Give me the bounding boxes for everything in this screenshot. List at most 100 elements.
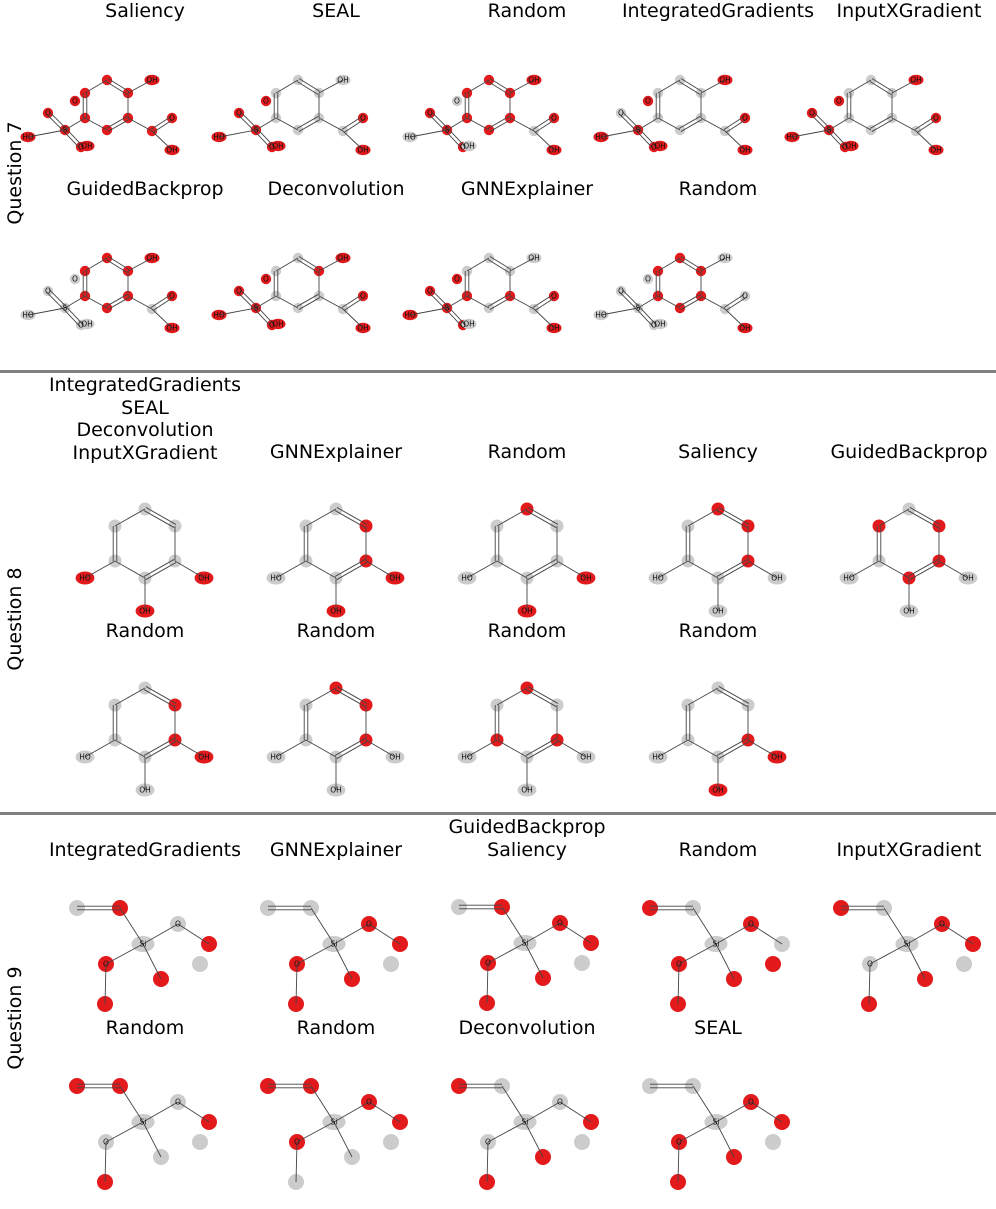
bond-line bbox=[871, 118, 894, 132]
bond-line bbox=[105, 80, 128, 95]
bond-line bbox=[487, 115, 510, 129]
atom-node bbox=[211, 131, 227, 142]
atom-node bbox=[928, 144, 944, 155]
atom-label: S bbox=[636, 303, 641, 312]
atom-label: O bbox=[427, 286, 433, 295]
bond-line bbox=[119, 907, 144, 944]
bond-line bbox=[127, 117, 153, 131]
bond-line bbox=[534, 296, 556, 311]
bond-line bbox=[909, 561, 941, 580]
atom-node bbox=[956, 955, 972, 972]
bond-line bbox=[305, 508, 337, 526]
atom-label: O bbox=[460, 142, 466, 151]
bond-line bbox=[334, 737, 366, 756]
molecule-graph: Si O O bbox=[833, 899, 981, 1012]
bond-line bbox=[678, 293, 701, 307]
method-name: Deconvolution bbox=[267, 178, 405, 200]
bond-line bbox=[533, 308, 555, 328]
method-name: GNNExplainer bbox=[460, 178, 594, 200]
atom-label: OH bbox=[139, 607, 151, 616]
atom-label: OH bbox=[548, 145, 560, 154]
bond-line bbox=[105, 115, 128, 129]
atom-node bbox=[357, 112, 369, 123]
bond-line bbox=[143, 510, 175, 528]
atom-label: HO bbox=[270, 752, 282, 761]
atom-label: O bbox=[72, 96, 78, 105]
atom-label: O bbox=[809, 108, 815, 117]
atom-label: HO bbox=[595, 310, 607, 319]
bond-line bbox=[275, 257, 299, 271]
bond-line bbox=[718, 685, 750, 704]
bond-line bbox=[509, 117, 535, 131]
atom-label: HO bbox=[404, 310, 416, 319]
atom-label: HO bbox=[595, 132, 607, 141]
atom-label: HO bbox=[270, 573, 282, 582]
atom-label: HO bbox=[461, 573, 473, 582]
molecule-graph: OH OH HO bbox=[457, 681, 596, 796]
atom-node bbox=[615, 107, 627, 118]
bond-line bbox=[636, 308, 654, 327]
bond-line bbox=[114, 560, 146, 579]
bond-line bbox=[48, 288, 67, 307]
panel-title: GNNExplainer bbox=[221, 441, 451, 464]
bond-line bbox=[687, 739, 719, 757]
bond-line bbox=[318, 257, 344, 271]
bond-line bbox=[509, 257, 535, 271]
atom-node bbox=[451, 1077, 467, 1094]
method-name: Random bbox=[487, 441, 567, 463]
bond-line bbox=[318, 295, 344, 309]
bond-line bbox=[678, 1121, 717, 1142]
bond-line bbox=[365, 739, 396, 757]
bond-line bbox=[342, 130, 364, 150]
bond-line bbox=[119, 1085, 144, 1122]
bond-line bbox=[636, 130, 654, 149]
bond-line bbox=[104, 1141, 107, 1182]
panel-title: Saliency bbox=[30, 0, 260, 23]
panel-title: IntegratedGradients bbox=[603, 0, 833, 23]
bond-line bbox=[486, 962, 489, 1004]
atom-label: Si bbox=[140, 1117, 147, 1126]
atom-label: OH bbox=[719, 253, 731, 262]
bond-line bbox=[687, 560, 719, 578]
bond-line bbox=[365, 560, 396, 578]
panel-title: IntegratedGradients bbox=[30, 839, 260, 862]
atom-label: OH bbox=[654, 141, 666, 150]
bond-line bbox=[334, 509, 366, 528]
atom-node bbox=[451, 273, 463, 284]
bond-line bbox=[525, 558, 557, 577]
atom-label: O bbox=[175, 1097, 181, 1106]
bond-line bbox=[107, 255, 130, 270]
atom-label: O bbox=[748, 1097, 754, 1106]
atom-node bbox=[615, 285, 627, 296]
bond-line bbox=[298, 118, 321, 132]
atom-node bbox=[461, 140, 477, 151]
bond-line bbox=[446, 117, 468, 130]
method-name: InputXGradient bbox=[836, 0, 982, 22]
bond-line bbox=[638, 127, 656, 146]
atom-node bbox=[101, 124, 113, 135]
atom-label: OH bbox=[739, 323, 751, 332]
molecule-graph: OH OH HO bbox=[75, 502, 214, 618]
atom-node bbox=[211, 309, 227, 320]
bond-line bbox=[142, 1101, 179, 1122]
atom-node bbox=[357, 290, 369, 301]
bond-line bbox=[637, 117, 659, 130]
atom-label: OH bbox=[330, 606, 342, 615]
panel-title: SEAL bbox=[221, 0, 451, 23]
atom-node bbox=[69, 95, 81, 106]
bond-line bbox=[827, 130, 845, 149]
bond-line bbox=[84, 739, 116, 757]
bond-line bbox=[310, 907, 335, 944]
atom-label: O bbox=[676, 1137, 682, 1146]
bond-line bbox=[430, 110, 449, 129]
bond-line bbox=[105, 943, 144, 964]
atom-node bbox=[260, 95, 272, 106]
bond-line bbox=[829, 127, 847, 146]
atom-label: S bbox=[63, 125, 68, 134]
bond-line bbox=[466, 295, 490, 308]
molecule-graph: OH OH HO bbox=[75, 681, 214, 796]
bond-line bbox=[677, 1141, 680, 1182]
